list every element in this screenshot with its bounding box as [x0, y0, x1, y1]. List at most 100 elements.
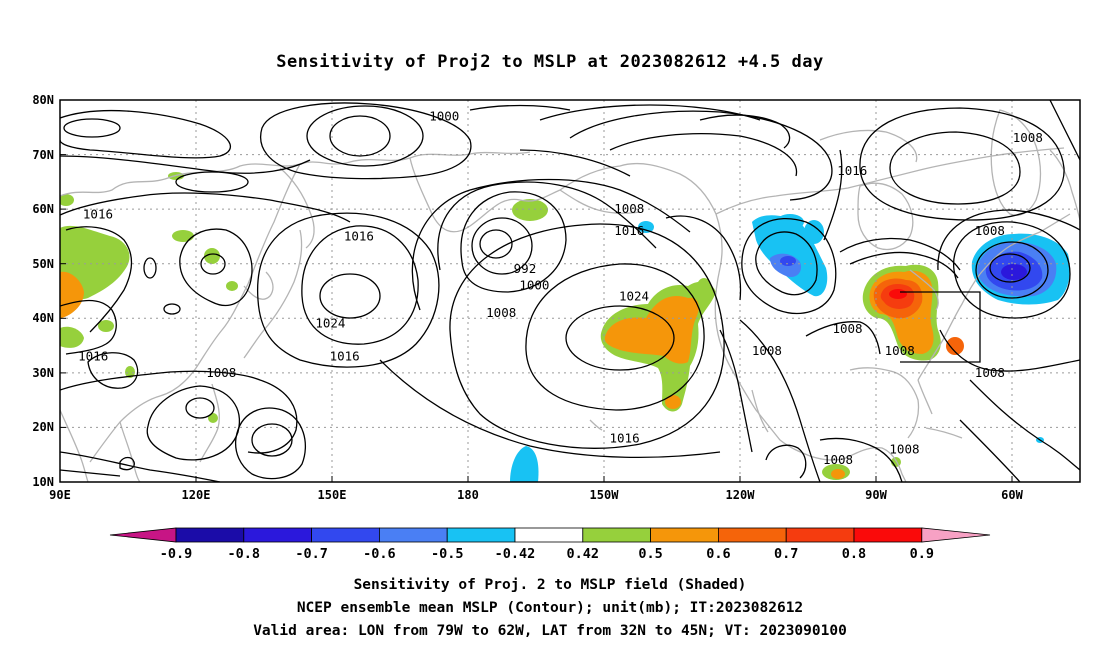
contour-1016-outer: [411, 178, 691, 311]
colorbar-low-end: [109, 527, 177, 543]
coast-hawaii: [589, 419, 603, 431]
contour-label: 1008: [975, 223, 1005, 238]
shade-cyan-westus-2: [776, 214, 804, 230]
contour-atl-low-mid: [975, 241, 1049, 299]
contour-label: 1024: [315, 316, 345, 331]
shade-cyan-atl-3: [804, 220, 824, 244]
contour-label: 1008: [885, 343, 915, 358]
colorbar-label: 0.6: [706, 546, 730, 562]
contour-label: 1000: [429, 108, 459, 123]
contour-1000-low: [471, 217, 533, 275]
contour-1008-us: [805, 321, 881, 355]
contour-pac-south: [379, 359, 721, 459]
contour-label: 1008: [752, 343, 782, 358]
shade-orange-nepac: [604, 296, 699, 364]
map-border: [59, 99, 1081, 483]
contour-asia-small3: [119, 456, 135, 471]
contour-arctic-1016-na: [539, 104, 761, 121]
contour-1016-pac: [525, 263, 705, 411]
contour-low-sib-w2: [175, 171, 249, 193]
contour-tropical-1008-b: [819, 437, 903, 482]
contour-arctic-2: [60, 155, 311, 174]
shade-dark-blue-atl: [1001, 264, 1027, 280]
contour-canada-high: [889, 131, 1021, 205]
contour-asia-low-sea2: [251, 423, 293, 457]
contour-asia-small-2: [163, 303, 181, 315]
contour-atl-1016: [959, 419, 1021, 482]
contour-label: 1016: [837, 163, 867, 178]
colorbar-high-end: [921, 527, 991, 543]
contour-1024-high: [319, 273, 381, 319]
contour-canada-high-2: [859, 107, 1065, 221]
colorbar-label: -0.8: [228, 546, 261, 562]
contour-low-sib-inner: [329, 115, 391, 157]
contour-atl-1008-b: [939, 329, 1080, 372]
lat-tick-label: 10N: [32, 475, 54, 489]
coast-cuba: [925, 427, 963, 439]
shade-cyan-subtrop: [510, 446, 539, 482]
colorbar-swatch: [311, 527, 380, 543]
lon-tick-label: 150E: [318, 488, 347, 502]
coastlines: [60, 109, 1080, 482]
coast-florida: [917, 379, 933, 415]
mslp-contours: [60, 100, 1080, 482]
contour-1008-low: [460, 191, 567, 293]
colorbar-swatch: [582, 527, 651, 543]
colorbar-label: -0.9: [160, 546, 193, 562]
contour-1008-outer: [437, 181, 657, 271]
shade-green-asia-2: [60, 326, 84, 348]
shade-green-asia-3: [91, 263, 109, 277]
colorbar-swatch: [514, 527, 584, 543]
contour-label: 1016: [83, 207, 113, 222]
contour-label: 1024: [619, 288, 649, 303]
footer-line-2: NCEP ensemble mean MSLP (Contour); unit(…: [297, 600, 803, 616]
contour-greenland: [1049, 100, 1080, 161]
contour-atl-1008: [937, 209, 1080, 271]
colorbar-label: 0.8: [842, 546, 866, 562]
footer-line-3: Valid area: LON from 79W to 62W, LAT fro…: [253, 623, 847, 639]
colorbar-label: 0.42: [567, 546, 600, 562]
coast-china-east: [89, 163, 301, 463]
coast-korea: [243, 271, 274, 300]
shade-green-bering: [512, 199, 548, 221]
shade-green-asia-7: [204, 248, 220, 264]
lon-tick-label: 60W: [1001, 488, 1023, 502]
coast-japan: [243, 229, 303, 359]
lon-axis: 90E 120E 150E 180 150W 120W 90W 60W: [49, 476, 1024, 502]
contour-label: 1016: [344, 228, 374, 243]
contour-us-west-low-2: [741, 218, 837, 314]
lon-tick-label: 150W: [590, 488, 620, 502]
contour-arctic-1: [60, 109, 232, 159]
contour-asia-high-small: [200, 253, 226, 275]
lon-tick-label: 90E: [49, 488, 71, 502]
coast-alaska-peninsula: [559, 189, 641, 214]
coast-canada-east: [979, 213, 1071, 275]
contour-label: 1008: [1013, 130, 1043, 145]
colorbar-label: -0.7: [295, 546, 328, 562]
colorbar-swatch: [446, 527, 516, 543]
contour-tropical-1008: [765, 444, 807, 479]
contour-arctic-na: [569, 110, 833, 201]
contour-label: 992: [514, 261, 537, 276]
contour-1024-pac: [565, 305, 675, 371]
lon-tick-label: 120E: [182, 488, 211, 502]
colorbar-swatch: [243, 527, 313, 543]
shade-orange-asia: [60, 271, 84, 318]
coast-greenland-2: [1049, 149, 1080, 221]
coast-arctic-islands: [819, 129, 918, 163]
contour-asia-1008: [65, 226, 133, 333]
lat-tick-label: 80N: [32, 93, 54, 107]
shade-green-asia-10: [125, 366, 135, 378]
lon-tick-label: 180: [457, 488, 479, 502]
shade-green-asia-4: [98, 320, 114, 332]
contour-label: 1008: [975, 365, 1005, 380]
coast-alaska: [559, 162, 723, 269]
contour-1008-us-3: [719, 329, 753, 453]
shade-green-asia-8: [226, 281, 238, 291]
shade-orange-eastus-2: [946, 337, 964, 355]
contour-asia-1016: [60, 299, 117, 355]
coast-baja: [751, 389, 769, 433]
contour-us-mid-2: [849, 251, 959, 279]
